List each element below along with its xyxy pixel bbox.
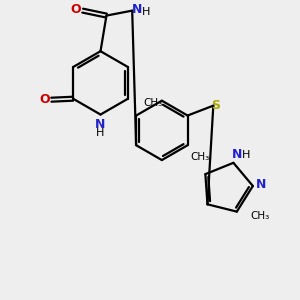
Text: N: N: [95, 118, 106, 131]
Text: S: S: [211, 99, 220, 112]
Text: N: N: [232, 148, 243, 161]
Text: CH₃: CH₃: [251, 211, 270, 220]
Text: N: N: [256, 178, 266, 190]
Text: O: O: [39, 93, 50, 106]
Text: CH₃: CH₃: [191, 152, 210, 162]
Text: O: O: [70, 3, 81, 16]
Text: CH₃: CH₃: [144, 98, 163, 108]
Text: N: N: [132, 3, 142, 16]
Text: H: H: [242, 150, 250, 160]
Text: H: H: [96, 128, 105, 138]
Text: H: H: [142, 7, 150, 16]
